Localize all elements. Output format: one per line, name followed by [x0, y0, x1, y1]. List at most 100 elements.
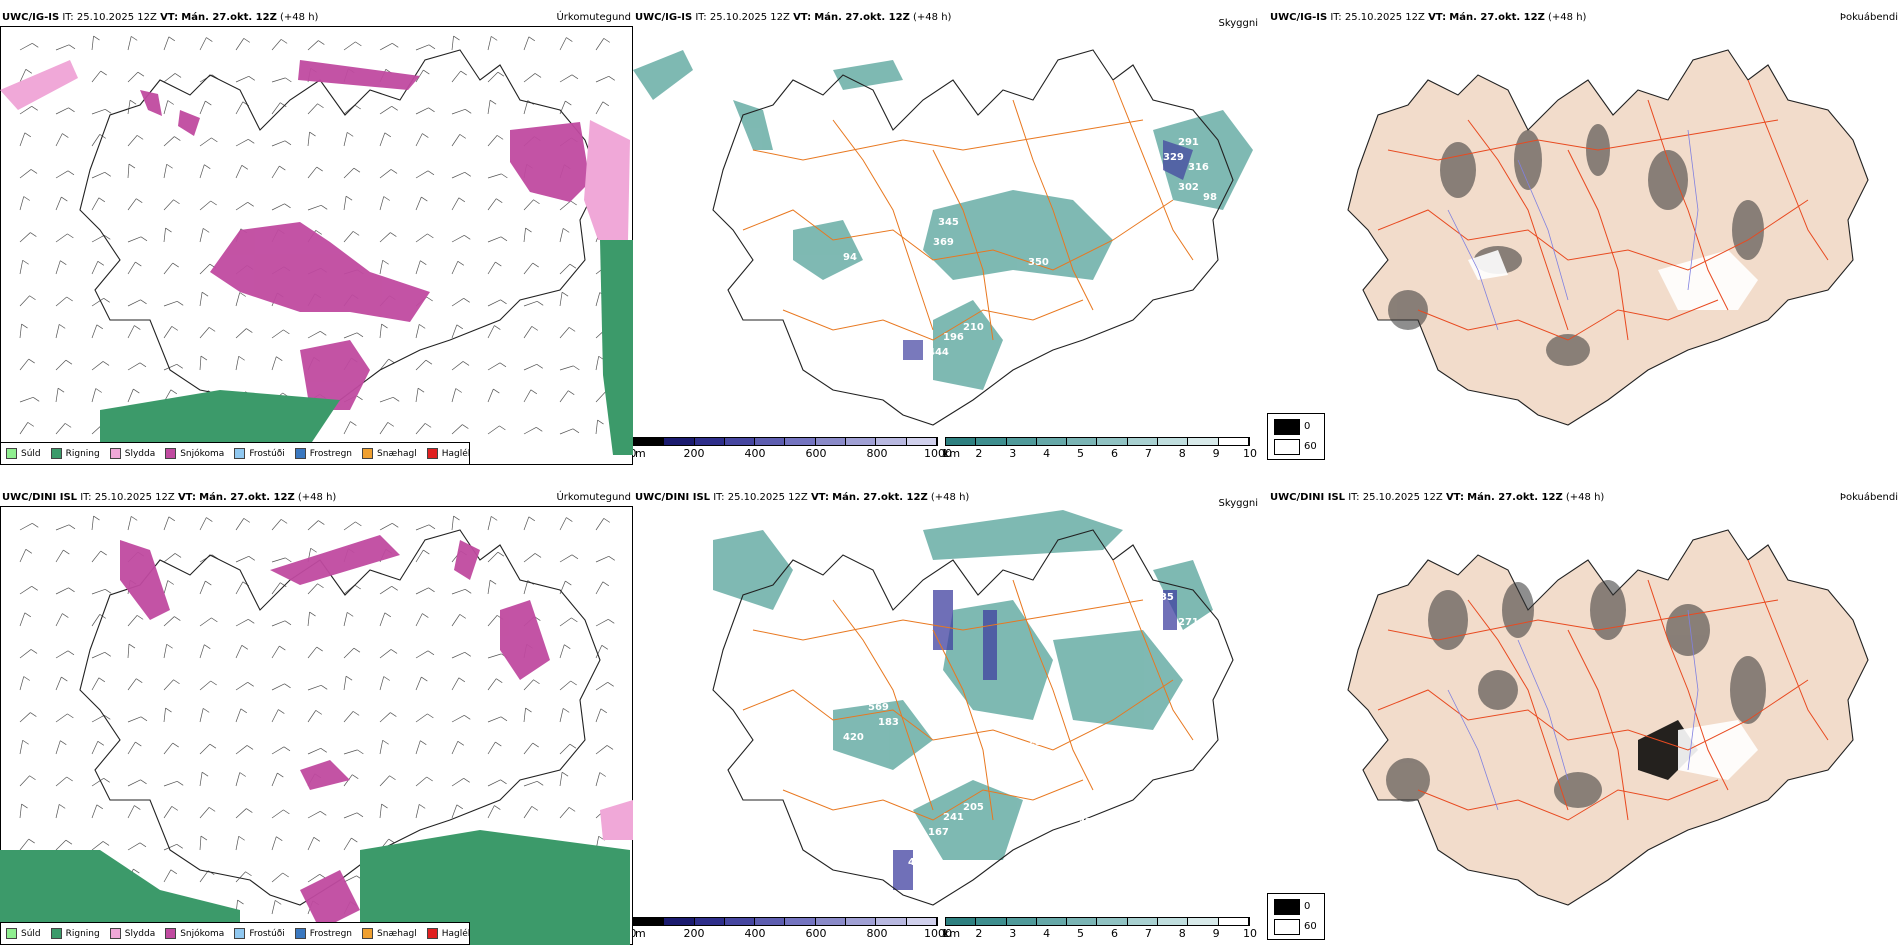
- wind-barb: [271, 102, 281, 115]
- wind-barb: [199, 37, 207, 51]
- wind-barb-flag: [496, 198, 503, 203]
- wind-barb: [415, 260, 421, 275]
- wind-barb-flag: [499, 425, 506, 431]
- wind-barb-flag: [603, 38, 610, 43]
- wind-barb: [19, 612, 26, 627]
- wind-barb-flag: [356, 332, 364, 338]
- fog-panel-row2: UWC/DINI ISL IT: 25.10.2025 12Z VT: Mán.…: [1268, 490, 1900, 945]
- wind-barb: [415, 107, 429, 115]
- wind-barb-flag: [423, 549, 430, 555]
- precip-map: [0, 515, 633, 945]
- fog-legend-row2: 0 60: [1267, 893, 1325, 940]
- wind-barb: [163, 843, 177, 851]
- km-unit: km: [943, 447, 961, 460]
- wind-barb: [163, 806, 173, 819]
- wind-barb: [523, 708, 526, 723]
- wind-barb: [127, 842, 141, 851]
- wind-barb: [91, 134, 101, 147]
- wind-barb: [487, 779, 501, 787]
- wind-barb-flag: [425, 359, 433, 365]
- wind-barb: [307, 583, 318, 595]
- wind-barb: [523, 262, 533, 275]
- wind-barb-flag: [168, 516, 176, 522]
- wind-barb: [127, 36, 132, 51]
- wind-barb-flag: [390, 169, 398, 174]
- wind-barb-flag: [173, 199, 180, 205]
- wind-barb: [559, 74, 573, 83]
- ceiling-label: 410: [938, 697, 959, 708]
- wind-barb: [91, 388, 97, 403]
- wind-barb: [199, 327, 210, 339]
- wind-barb-flag: [21, 323, 28, 329]
- wind-barb: [595, 391, 606, 403]
- wind-barb: [415, 133, 423, 147]
- panel-title: UWC/IG-IS IT: 25.10.2025 12Z VT: Mán. 27…: [635, 12, 952, 23]
- wind-barb: [559, 200, 571, 211]
- wind-barb: [379, 712, 391, 723]
- wind-barb-flag: [536, 426, 543, 432]
- wind-barb: [55, 170, 69, 179]
- wind-barb-flag: [568, 807, 576, 812]
- wind-barb: [307, 520, 319, 531]
- colorbar-cell: [785, 918, 816, 925]
- ceiling-label: 345: [938, 217, 959, 228]
- height-unit: m: [635, 447, 646, 460]
- colorbar-cell: [785, 438, 816, 445]
- wind-barb: [415, 776, 427, 787]
- wind-barb-flag: [170, 869, 178, 875]
- wind-barb-flag: [453, 515, 460, 521]
- wind-barb-flag: [29, 775, 36, 781]
- wind-barb-flag: [177, 301, 184, 306]
- wind-barb-flag: [355, 41, 362, 47]
- wind-barb-flag: [276, 356, 283, 361]
- wind-barb-flag: [533, 199, 540, 205]
- wind-barb: [523, 742, 533, 755]
- wind-barb: [559, 617, 572, 627]
- wind-barb-flag: [280, 582, 287, 587]
- wind-barb-flag: [59, 804, 66, 809]
- wind-barb-flag: [599, 772, 606, 777]
- wind-barb: [559, 292, 563, 307]
- ceiling-label: 291: [1178, 137, 1199, 148]
- wind-barb: [343, 812, 358, 819]
- wind-barb: [307, 132, 310, 147]
- height-ticks: 0 200 400 600 800 1000: [633, 926, 952, 940]
- wind-barb: [55, 587, 69, 595]
- wind-barb: [415, 613, 423, 627]
- wind-barb: [91, 261, 99, 275]
- wind-barb: [199, 292, 203, 307]
- colorbar-tick: 10: [1243, 447, 1257, 460]
- wind-barb-flag: [320, 748, 327, 753]
- wind-barb-flag: [489, 99, 497, 105]
- wind-barb: [559, 228, 564, 243]
- fog-legend-row1: 0 60: [1267, 413, 1325, 460]
- wind-barb-flag: [171, 326, 178, 331]
- colorbar-tick: 4: [1043, 927, 1051, 940]
- road-line: [1467, 119, 1569, 331]
- wind-barb: [163, 580, 169, 595]
- wind-barb: [235, 555, 249, 563]
- wind-barb-flag: [284, 683, 291, 689]
- wind-barb-flag: [464, 234, 471, 240]
- ceiling-label: 401: [908, 857, 929, 868]
- wind-barb: [19, 196, 25, 211]
- wind-barb-flag: [61, 676, 68, 682]
- wind-barb-flag: [93, 35, 100, 41]
- wind-barb: [55, 549, 64, 563]
- colorbar-cell: [755, 918, 786, 925]
- wind-barb-flag: [31, 106, 38, 111]
- wind-barb: [487, 173, 502, 179]
- colorbar-cell: [1188, 438, 1219, 445]
- wind-barb: [55, 133, 63, 147]
- wind-barb: [199, 200, 211, 211]
- colorbar-cell: [846, 438, 877, 445]
- colorbar-cell: [1158, 918, 1189, 925]
- wind-barb: [19, 324, 22, 339]
- colorbar-tick: 800: [866, 447, 888, 460]
- wind-barb-flag: [316, 166, 323, 172]
- colorbar-cell: [946, 918, 977, 925]
- wind-barb-flag: [60, 260, 67, 265]
- wind-barb-flag: [103, 778, 110, 783]
- wind-barb: [163, 262, 173, 275]
- wind-barb: [379, 676, 385, 691]
